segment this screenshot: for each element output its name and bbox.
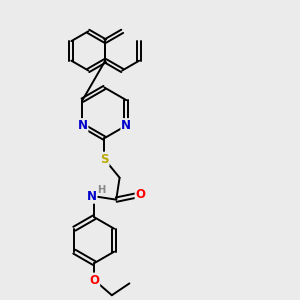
Text: S: S	[100, 153, 109, 166]
Text: N: N	[87, 190, 97, 203]
Text: H: H	[98, 185, 106, 195]
Text: N: N	[77, 119, 88, 132]
Text: N: N	[121, 119, 131, 132]
Text: O: O	[136, 188, 146, 201]
Text: O: O	[89, 274, 99, 286]
